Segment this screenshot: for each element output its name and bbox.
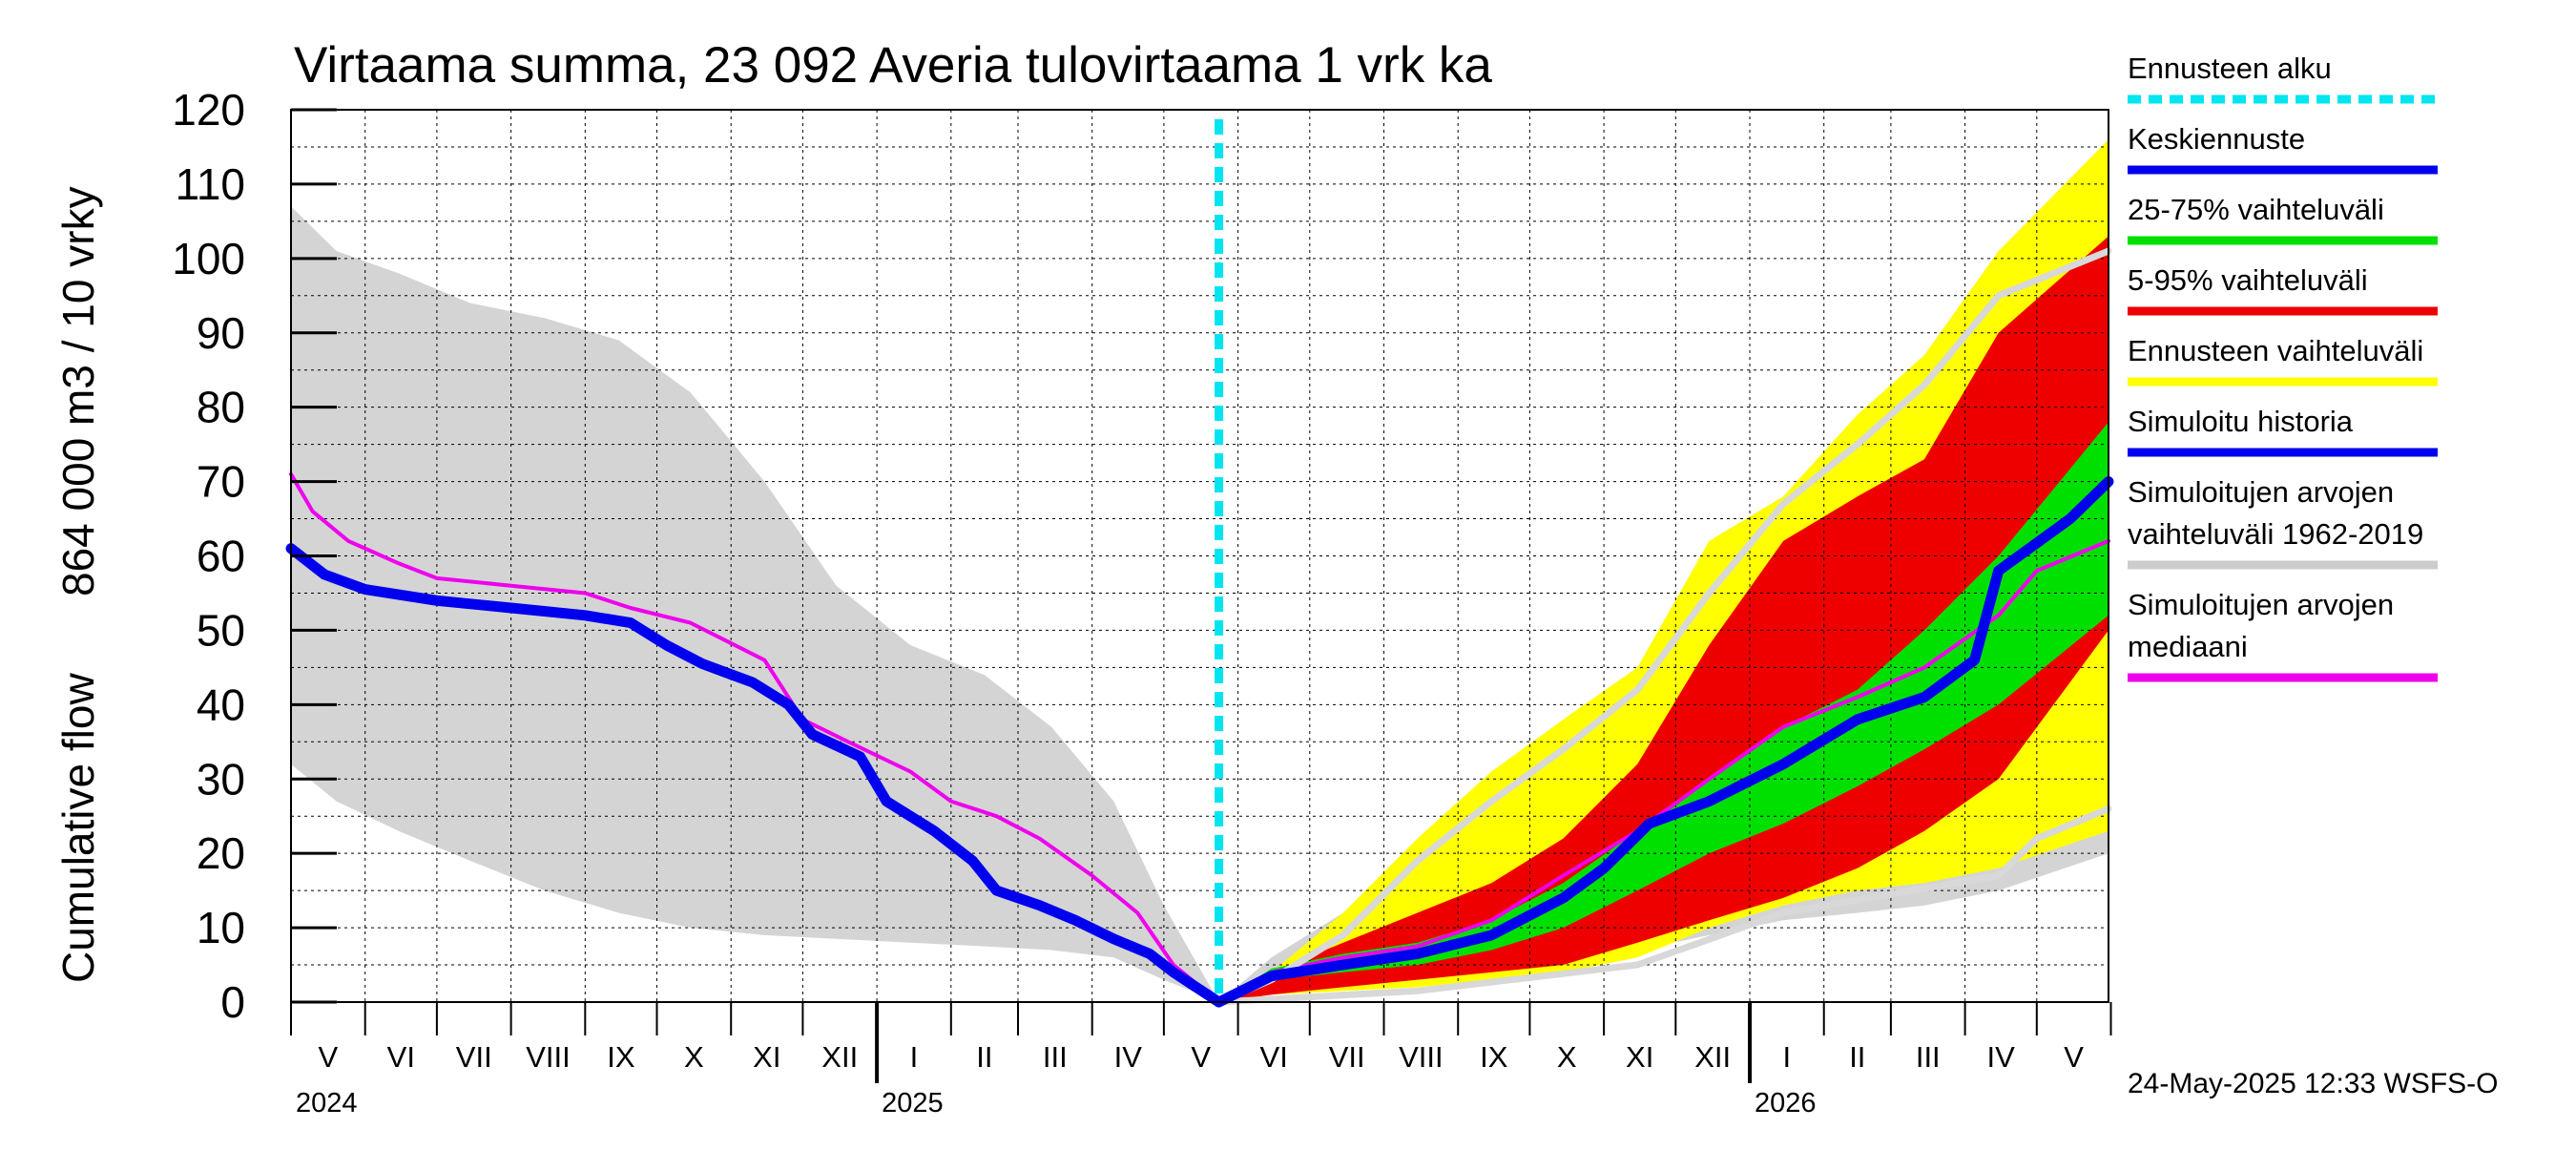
x-year-label: 2025 bbox=[882, 1088, 944, 1119]
x-month-label: III bbox=[1916, 1040, 1941, 1074]
legend-label: 25-75% vaihteluväli bbox=[2128, 193, 2384, 226]
lines-layer bbox=[285, 119, 2114, 1008]
x-month-label: X bbox=[684, 1040, 704, 1074]
legend-25-75-vaihteluvali: 25-75% vaihteluväli bbox=[2128, 193, 2438, 245]
x-month-label: I bbox=[1783, 1040, 1792, 1074]
band-25-75-vaihteluvali bbox=[1218, 422, 2109, 1002]
y-tick-label: 30 bbox=[197, 754, 245, 804]
legend-ennusteen-alku: Ennusteen alku bbox=[2128, 52, 2438, 104]
y-tick-label: 90 bbox=[197, 308, 245, 358]
legend-keskiennuste: Keskiennuste bbox=[2128, 122, 2438, 175]
series-keskiennuste bbox=[1214, 476, 2114, 1008]
legend-label: Ennusteen alku bbox=[2128, 52, 2332, 85]
y-tick-label: 50 bbox=[197, 605, 245, 655]
x-month-label: II bbox=[976, 1040, 992, 1074]
legend-label: Ennusteen vaihteluväli bbox=[2128, 334, 2423, 367]
y-tick-label: 40 bbox=[197, 680, 245, 729]
legend-label: vaihteluväli 1962-2019 bbox=[2128, 517, 2423, 551]
x-month-label: I bbox=[910, 1040, 919, 1074]
legend-label: Keskiennuste bbox=[2128, 122, 2305, 156]
legend-label: Simuloitu historia bbox=[2128, 405, 2354, 438]
legend-simuloitujen-arvojen-mediaani: Simuloitujen arvojen mediaani bbox=[2128, 588, 2438, 682]
legend: Ennusteen alku Keskiennuste 25-75% vaihtel… bbox=[2128, 52, 2438, 682]
x-month-label: IX bbox=[607, 1040, 635, 1074]
legend-5-95-vaihteluvali: 5-95% vaihteluväli bbox=[2128, 263, 2438, 316]
x-month-label: XII bbox=[1694, 1040, 1731, 1074]
y-tick-label: 20 bbox=[197, 828, 245, 878]
x-year-label: 2026 bbox=[1755, 1088, 1817, 1119]
x-month-label: VIII bbox=[1399, 1040, 1444, 1074]
y-tick-label: 120 bbox=[172, 85, 245, 135]
bands-layer bbox=[291, 139, 2109, 1003]
x-month-label: V bbox=[319, 1040, 339, 1074]
band-5-95-vaihteluvali bbox=[1218, 236, 2109, 1002]
series-simuloitujen-arvojen-mediaani bbox=[289, 471, 2110, 1004]
y-tick-label: 80 bbox=[197, 383, 245, 432]
chart-title: Virtaama summa, 23 092 Averia tulovirtaa… bbox=[294, 37, 1492, 94]
y-tick-label: 110 bbox=[176, 159, 245, 209]
legend-label: 5-95% vaihteluväli bbox=[2128, 263, 2368, 297]
y-tick-label: 70 bbox=[197, 457, 245, 507]
legend-label: Simuloitujen arvojen bbox=[2128, 475, 2394, 509]
y-tick-label: 100 bbox=[172, 234, 245, 283]
legend-ennusteen-vaihteluvali: Ennusteen vaihteluväli bbox=[2128, 334, 2438, 387]
x-month-label: VI bbox=[387, 1040, 415, 1074]
x-month-label: XI bbox=[753, 1040, 780, 1074]
x-month-label: III bbox=[1043, 1040, 1068, 1074]
x-month-label: IV bbox=[1987, 1040, 2016, 1074]
x-month-label: VII bbox=[456, 1040, 492, 1074]
legend-simuloitujen-arvojen-vaihteluvali-1962-2019: Simuloitujen arvojen vaihteluväli 1962-20… bbox=[2128, 475, 2438, 570]
legend-label: Simuloitujen arvojen bbox=[2128, 588, 2394, 621]
y-axis-label-right: 864 000 m3 / 10 vrky bbox=[53, 186, 103, 596]
x-month-label: V bbox=[2064, 1040, 2084, 1074]
x-month-label: V bbox=[1191, 1040, 1211, 1074]
x-month-label: IX bbox=[1480, 1040, 1508, 1074]
x-month-label: II bbox=[1849, 1040, 1865, 1074]
footer-timestamp: 24-May-2025 12:33 WSFS-O bbox=[2128, 1068, 2499, 1099]
series-ennusteen-alaraja-harmaa-viiva bbox=[1215, 805, 2112, 1006]
x-month-label: VI bbox=[1260, 1040, 1288, 1074]
x-month-label: X bbox=[1557, 1040, 1577, 1074]
x-month-label: XII bbox=[821, 1040, 858, 1074]
legend-label: mediaani bbox=[2128, 630, 2248, 663]
y-tick-label: 0 bbox=[220, 977, 245, 1027]
x-month-label: XI bbox=[1626, 1040, 1653, 1074]
x-month-label: VIII bbox=[526, 1040, 571, 1074]
x-month-label: IV bbox=[1114, 1040, 1143, 1074]
legend-simuloitu-historia: Simuloitu historia bbox=[2128, 405, 2438, 457]
grid-layer bbox=[291, 110, 2109, 1002]
y-tick-label: 60 bbox=[197, 532, 245, 581]
x-year-label: 2024 bbox=[296, 1088, 358, 1119]
series-ennusteen-ylaraja-harmaa-viiva bbox=[1215, 247, 2112, 1006]
y-tick-label: 10 bbox=[197, 903, 245, 952]
y-axis-label-left: Cumulative flow bbox=[53, 673, 103, 983]
series-simuloitu-historia bbox=[285, 543, 1225, 1008]
x-month-label: VII bbox=[1329, 1040, 1365, 1074]
